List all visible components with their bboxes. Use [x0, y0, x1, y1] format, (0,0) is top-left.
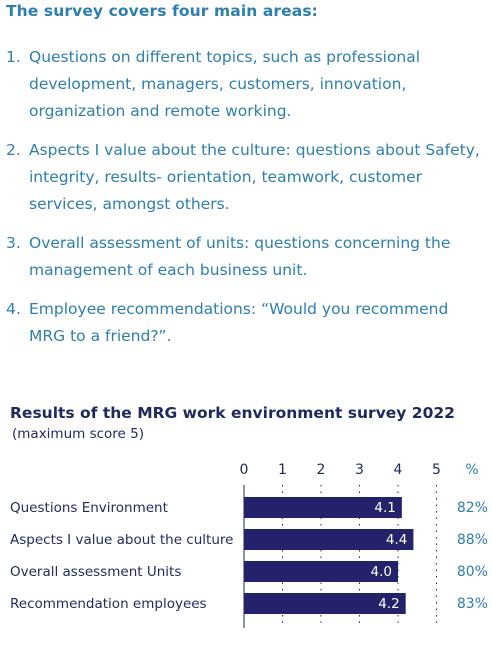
survey-area-number: 1.	[6, 48, 21, 66]
tick-label: 3	[355, 462, 364, 478]
survey-area-number: 2.	[6, 141, 21, 159]
survey-area-number: 3.	[6, 234, 21, 252]
category-label: Questions Environment	[10, 500, 168, 516]
survey-area-item: 2. Aspects I value about the culture: qu…	[6, 137, 488, 218]
survey-area-text: Overall assessment of units: questions c…	[29, 234, 451, 279]
survey-area-item: 1. Questions on different topics, such a…	[6, 44, 488, 125]
percent-header: %	[465, 462, 478, 478]
survey-areas-list: 1. Questions on different topics, such a…	[6, 44, 488, 362]
survey-area-item: 4. Employee recommendations: “Would you …	[6, 296, 488, 350]
percentage-label: 88%	[457, 532, 488, 548]
percentage-label: 83%	[457, 596, 488, 612]
survey-area-text: Aspects I value about the culture: quest…	[29, 141, 480, 213]
tick-label: 2	[317, 462, 326, 478]
bar-value-label: 4.2	[378, 596, 399, 612]
tick-label: 4	[394, 462, 403, 478]
bar-value-label: 4.4	[386, 532, 407, 548]
survey-area-item: 3. Overall assessment of units: question…	[6, 230, 488, 284]
chart-title: Results of the MRG work environment surv…	[10, 404, 455, 422]
bar	[244, 561, 398, 582]
chart-subtitle: (maximum score 5)	[12, 426, 145, 442]
tick-label: 5	[432, 462, 441, 478]
bar	[244, 497, 402, 518]
tick-label: 0	[240, 462, 249, 478]
bar	[244, 593, 406, 614]
percentage-label: 82%	[457, 500, 488, 516]
tick-label: 1	[278, 462, 287, 478]
survey-area-text: Questions on different topics, such as p…	[29, 48, 421, 120]
category-label: Recommendation employees	[10, 596, 207, 612]
survey-area-number: 4.	[6, 300, 21, 318]
bar-value-label: 4.0	[371, 564, 392, 580]
percentage-label: 80%	[457, 564, 488, 580]
category-label: Overall assessment Units	[10, 564, 181, 580]
category-label: Aspects I value about the culture	[10, 532, 233, 548]
bar-value-label: 4.1	[374, 500, 395, 516]
survey-bar-chart: 0 1 2 3 4 5 % Questions Environment 4.1 82% Aspect…	[10, 462, 488, 628]
bar	[244, 529, 414, 550]
intro-heading: The survey covers four main areas:	[6, 2, 318, 20]
survey-area-text: Employee recommendations: “Would you rec…	[29, 300, 449, 345]
